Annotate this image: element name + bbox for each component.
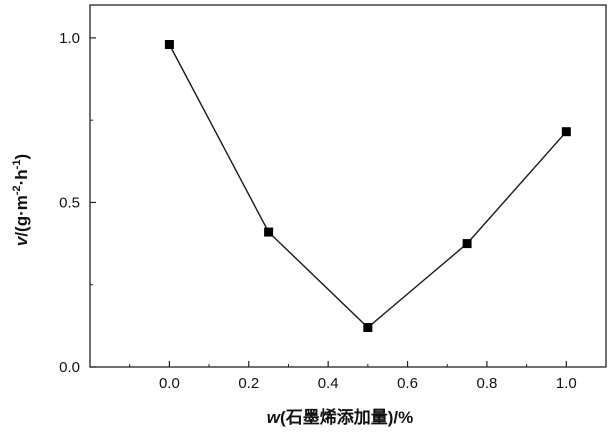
x-tick-label: 0.6 <box>397 375 418 392</box>
x-tick-label: 1.0 <box>556 375 577 392</box>
y-tick-label: 1.0 <box>59 30 80 47</box>
data-point-marker <box>363 323 373 333</box>
x-tick-label: 0.8 <box>476 375 497 392</box>
series-line <box>168 44 567 329</box>
data-point-marker <box>164 39 174 49</box>
x-tick-label: 0.2 <box>238 375 259 392</box>
data-point-marker <box>462 239 472 249</box>
x-tick-label: 0.4 <box>318 375 339 392</box>
y-axis-ticks: 0.0 0.5 1.0 <box>59 30 96 376</box>
plot-border <box>89 4 607 368</box>
data-point-marker <box>561 127 571 137</box>
x-tick-label: 0.0 <box>159 375 180 392</box>
y-tick-label: 0.0 <box>59 359 80 376</box>
x-axis-title: w(石墨烯添加量)/% <box>267 407 413 427</box>
plot-frame <box>89 4 607 368</box>
x-axis-ticks: 0.0 0.2 0.4 0.6 0.8 1.0 <box>129 361 607 392</box>
data-point-marker <box>264 227 274 237</box>
y-tick-label: 0.5 <box>59 194 80 211</box>
y-axis-title: v/(g·m-2·h-1) <box>11 154 31 246</box>
data-series <box>164 39 571 333</box>
